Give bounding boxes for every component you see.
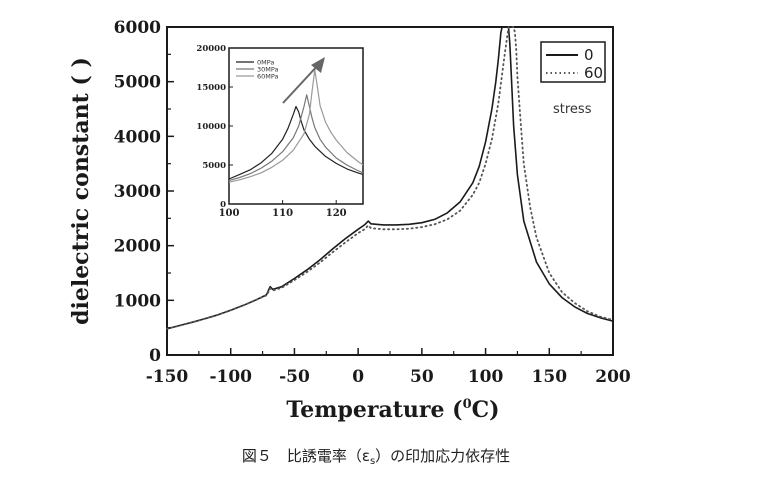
inset-x-tick-label-1: 110	[272, 208, 293, 219]
series-line-0	[166, 26, 614, 330]
inset-arrow	[282, 57, 325, 104]
y-tick-label-3: 3000	[114, 182, 161, 202]
x-axis-title: Temperature (0C)	[286, 397, 499, 423]
inset-series-line-30MPa	[228, 94, 364, 182]
main-series	[166, 26, 614, 330]
inset-y-tick-label-4: 20000	[196, 44, 226, 54]
y-tick-label-1: 1000	[114, 291, 161, 311]
x-tick-label-4: 50	[410, 367, 434, 387]
x-tick-label-3: 0	[352, 367, 364, 387]
inset-plot-frame	[228, 47, 364, 205]
main-axis-ticks	[166, 26, 614, 356]
y-tick-label-2: 2000	[114, 237, 161, 257]
inset-y-tick-label-3: 15000	[196, 83, 226, 93]
y-tick-label-5: 5000	[114, 73, 161, 93]
inset-tick-labels: 100 110 120 0 5000 10000 15000 20000	[196, 44, 346, 219]
inset-legend: 0MPa 30MPa 60MPa	[236, 59, 279, 81]
inset-chart: 100 110 120 0 5000 10000 15000 20000 0MPa 30MPa…	[196, 44, 364, 219]
legend-title-stress: stress	[553, 102, 592, 117]
caption-end: ）の印加応力依存性	[375, 447, 510, 465]
y-tick-label-0: 0	[149, 346, 161, 366]
inset-x-tick-label-0: 100	[219, 208, 240, 219]
y-tick-label-4: 4000	[114, 127, 161, 147]
inset-legend-label-0mpa: 0MPa	[257, 59, 274, 67]
y-tick-label-6: 6000	[114, 18, 161, 38]
x-tick-label-7: 200	[595, 367, 631, 387]
y-axis-title: dielectric constant ( )	[68, 57, 94, 325]
inset-axis-ticks	[228, 47, 337, 205]
legend: 0 60	[540, 41, 606, 83]
legend-box	[540, 41, 606, 83]
inset-y-tick-label-2: 10000	[196, 122, 226, 132]
inset-x-tick-label-2: 120	[326, 208, 347, 219]
legend-label-60: 60	[584, 64, 603, 82]
inset-y-tick-label-0: 0	[220, 200, 226, 210]
inset-series-line-0MPa	[228, 105, 364, 180]
legend-label-0: 0	[584, 46, 594, 64]
x-axis-title-end: C)	[472, 397, 500, 423]
inset-series-line-60MPa	[228, 69, 364, 183]
main-tick-labels: -150 -100 -50 0 50 100 150 20001000200030004000…	[114, 18, 631, 387]
inset-legend-label-30mpa: 30MPa	[257, 66, 279, 74]
x-tick-label-5: 100	[468, 367, 504, 387]
caption-sub: s	[370, 456, 375, 467]
inset-y-tick-label-1: 5000	[202, 161, 226, 171]
inset-series	[228, 69, 364, 183]
x-tick-label-1: -100	[209, 367, 252, 387]
series-line-60	[166, 26, 614, 330]
x-tick-label-2: -50	[279, 367, 310, 387]
x-axis-title-main: Temperature (	[286, 397, 462, 423]
x-tick-label-6: 150	[532, 367, 568, 387]
inset-legend-label-60mpa: 60MPa	[257, 73, 279, 81]
figure-caption: 図５ 比誘電率（εs）の印加応力依存性	[242, 447, 510, 467]
x-tick-label-0: -150	[146, 367, 189, 387]
caption-main: 図５ 比誘電率（ε	[242, 447, 370, 465]
x-axis-title-sup: 0	[463, 397, 472, 412]
